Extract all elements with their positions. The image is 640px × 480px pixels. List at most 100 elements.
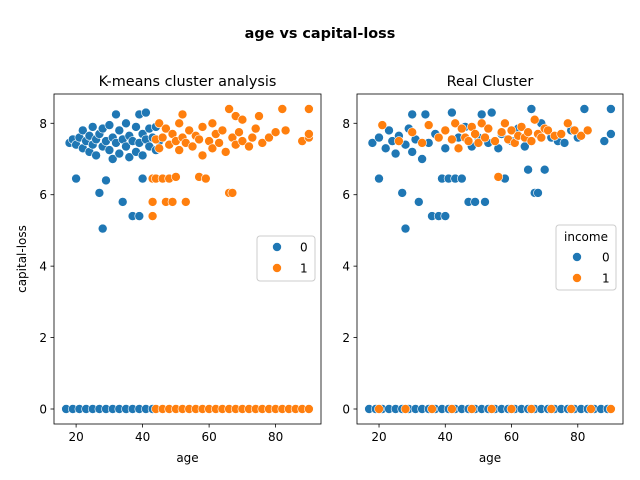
kmeans-legend: 0 1 [256, 235, 316, 282]
kmeans-axes-frame [53, 93, 322, 425]
kmeans-point-series-0-42 [114, 148, 125, 159]
kmeans-point-series-1-53 [197, 150, 208, 161]
kmeans-panel-title: K-means cluster analysis [99, 74, 277, 90]
real-point-series-1-21 [453, 143, 464, 154]
kmeans-point-series-1-68 [234, 127, 244, 137]
real-point-series-0-40 [380, 143, 391, 154]
kmeans-point-series-1-62 [224, 104, 234, 114]
kmeans-point-series-0-57 [137, 173, 148, 184]
real-legend: income 0 1 [555, 224, 617, 291]
kmeans-legend-marker-1 [272, 263, 282, 273]
real-legend-label-0: 0 [602, 251, 610, 265]
kmeans-point-series-1-75 [257, 138, 268, 148]
kmeans-point-series-1-61 [220, 147, 231, 157]
real-point-series-1-2 [427, 404, 437, 414]
kmeans-point-series-1-71 [244, 141, 254, 152]
real-point-series-0-38 [374, 132, 384, 143]
kmeans-point-series-1-73 [250, 123, 261, 134]
kmeans-point-series-0-31 [97, 223, 108, 234]
real-point-series-1-14 [407, 127, 418, 137]
real-point-series-1-41 [523, 127, 533, 137]
real-point-series-1-34 [500, 118, 510, 129]
real-point-series-1-12 [377, 120, 388, 130]
real-point-series-1-22 [456, 123, 467, 134]
real-point-series-1-45 [536, 132, 547, 143]
kmeans-x-tick-label-60: 60 [201, 430, 216, 444]
kmeans-y-tick-label-6: 6 [39, 188, 47, 202]
real-point-series-1-20 [450, 118, 461, 129]
kmeans-point-series-1-78 [277, 104, 288, 114]
kmeans-x-tick-label-80: 80 [268, 430, 283, 444]
real-x-tick-label-60: 60 [504, 430, 519, 444]
kmeans-y-ticks: 0 2 4 6 8 [39, 117, 54, 417]
kmeans-y-axis-label: capital-loss [15, 225, 29, 293]
real-x-tick-label-40: 40 [438, 430, 453, 444]
kmeans-point-series-1-52 [197, 122, 208, 132]
real-point-series-1-51 [569, 125, 580, 136]
real-point-series-1-30 [483, 123, 494, 134]
real-point-series-1-10 [586, 404, 596, 414]
real-point-series-0-94 [599, 136, 610, 146]
figure-suptitle: age vs capital-loss [245, 26, 396, 42]
kmeans-points-layer [61, 104, 314, 414]
kmeans-point-series-1-70 [237, 114, 248, 125]
real-point-series-0-60 [440, 211, 451, 221]
real-point-series-1-7 [526, 404, 537, 414]
kmeans-point-series-1-60 [217, 125, 228, 136]
real-point-series-0-85 [533, 188, 543, 198]
real-axes-frame [356, 93, 624, 425]
kmeans-point-series-1-38 [167, 197, 178, 207]
real-cluster-panel: Real Cluster 20 40 60 80 0 2 4 6 8 age income 0… [342, 74, 624, 465]
real-point-series-1-6 [506, 404, 517, 414]
kmeans-point-series-1-76 [264, 132, 274, 143]
kmeans-y-tick-label-2: 2 [39, 331, 47, 345]
kmeans-point-series-0-51 [131, 122, 141, 132]
kmeans-point-series-0-35 [104, 145, 115, 155]
real-point-series-1-32 [493, 172, 504, 182]
kmeans-point-series-0-17 [71, 173, 81, 184]
kmeans-point-series-1-59 [214, 138, 224, 148]
kmeans-point-series-1-79 [280, 125, 291, 136]
real-legend-box [555, 224, 617, 291]
real-point-series-0-37 [367, 138, 378, 148]
real-point-series-0-73 [480, 197, 490, 207]
real-point-series-1-52 [576, 131, 586, 141]
real-point-series-0-82 [523, 164, 533, 175]
real-point-series-1-15 [417, 138, 427, 148]
kmeans-legend-box [256, 235, 316, 282]
real-point-series-1-4 [466, 404, 477, 414]
kmeans-point-series-0-60 [141, 107, 151, 118]
real-point-series-1-47 [543, 125, 553, 136]
kmeans-point-series-0-25 [87, 122, 98, 132]
kmeans-x-ticks: 20 40 60 80 [68, 424, 283, 444]
real-legend-label-1: 1 [602, 272, 610, 286]
kmeans-legend-marker-0 [272, 242, 282, 252]
real-point-series-0-49 [407, 147, 418, 157]
real-point-series-1-50 [562, 118, 573, 129]
real-point-series-0-43 [390, 148, 401, 159]
real-point-series-0-61 [440, 143, 451, 154]
kmeans-point-series-1-34 [161, 123, 171, 134]
kmeans-point-series-0-58 [137, 150, 148, 161]
real-point-series-1-5 [486, 404, 497, 414]
kmeans-point-series-1-44 [177, 109, 188, 120]
kmeans-point-series-1-45 [181, 197, 191, 207]
kmeans-point-series-1-82 [304, 104, 314, 114]
real-y-tick-label-2: 2 [342, 331, 350, 345]
real-point-series-1-28 [476, 118, 487, 129]
real-point-series-0-53 [417, 154, 427, 164]
kmeans-y-tick-label-4: 4 [39, 260, 47, 274]
real-point-series-0-83 [526, 104, 537, 114]
kmeans-point-series-1-72 [247, 132, 258, 143]
real-point-series-0-45 [397, 188, 408, 198]
kmeans-cluster-panel: K-means cluster analysis 20 40 60 80 02468 … [15, 74, 322, 465]
kmeans-point-series-1-25 [147, 197, 158, 207]
kmeans-point-series-0-40 [111, 109, 121, 120]
real-point-series-1-49 [556, 129, 567, 139]
real-point-series-1-33 [496, 127, 507, 137]
kmeans-point-series-1-47 [184, 125, 194, 136]
real-point-series-1-42 [526, 136, 537, 146]
real-y-tick-label-8: 8 [342, 117, 350, 131]
kmeans-point-series-0-27 [91, 150, 101, 161]
